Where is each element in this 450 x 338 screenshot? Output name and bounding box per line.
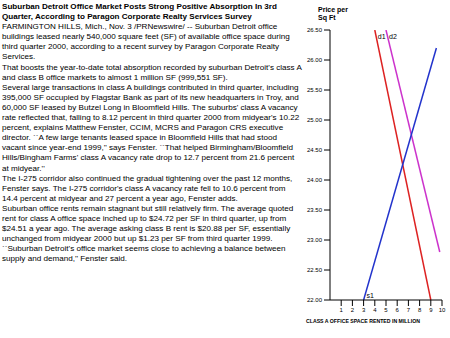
svg-text:9: 9 [429, 307, 433, 313]
html-text:Suburban Detroit Office Market: Suburban Detroit Office Market Posts Str… [2, 2, 277, 22]
html-text:Several large transactions in: Several large transactions in class A bu… [2, 82, 300, 173]
svg-text:22.50: 22.50 [307, 267, 323, 273]
svg-text:1: 1 [340, 307, 344, 313]
html-text:``Suburban Detroit's office ma: ``Suburban Detroit's office market seems… [2, 244, 286, 264]
svg-text:25.50: 25.50 [307, 87, 323, 93]
svg-text:d1: d1 [378, 33, 386, 40]
svg-text:5: 5 [384, 307, 388, 313]
html-text:FARMINGTON HILLS, Mich., Nov.: FARMINGTON HILLS, Mich., Nov. 3 /PRNewsw… [2, 22, 290, 62]
html-text:That boosts the year-to-date t: That boosts the year-to-date total absor… [2, 62, 302, 82]
html-text:Suburban office rents remain s: Suburban office rents remain stagnant bu… [2, 203, 294, 244]
svg-text:26.00: 26.00 [307, 57, 323, 63]
svg-text:d2: d2 [389, 33, 397, 40]
svg-text:24.00: 24.00 [307, 177, 323, 183]
svg-text:6: 6 [396, 307, 400, 313]
svg-text:2: 2 [351, 307, 355, 313]
svg-text:7: 7 [407, 307, 411, 313]
svg-text:23.50: 23.50 [307, 207, 323, 213]
html-text:The I-275 corridor also contin: The I-275 corridor also continued the gr… [2, 173, 293, 203]
svg-text:8: 8 [418, 307, 422, 313]
svg-text:23.00: 23.00 [307, 237, 323, 243]
svg-text:24.50: 24.50 [307, 147, 323, 153]
svg-text:22.00: 22.00 [307, 297, 323, 303]
svg-text:25.00: 25.00 [307, 117, 323, 123]
html-text:Price per Sq Ft: Price per Sq Ft [318, 6, 348, 21]
svg-text:3: 3 [362, 307, 366, 313]
svg-text:s1: s1 [367, 292, 375, 299]
svg-text:10: 10 [439, 307, 442, 313]
svg-text:4: 4 [373, 307, 377, 313]
svg-text:26.50: 26.50 [307, 27, 323, 33]
html-text:CLASS A OFFICE SPACE RENTED IN: CLASS A OFFICE SPACE RENTED IN MILLION [306, 318, 420, 324]
